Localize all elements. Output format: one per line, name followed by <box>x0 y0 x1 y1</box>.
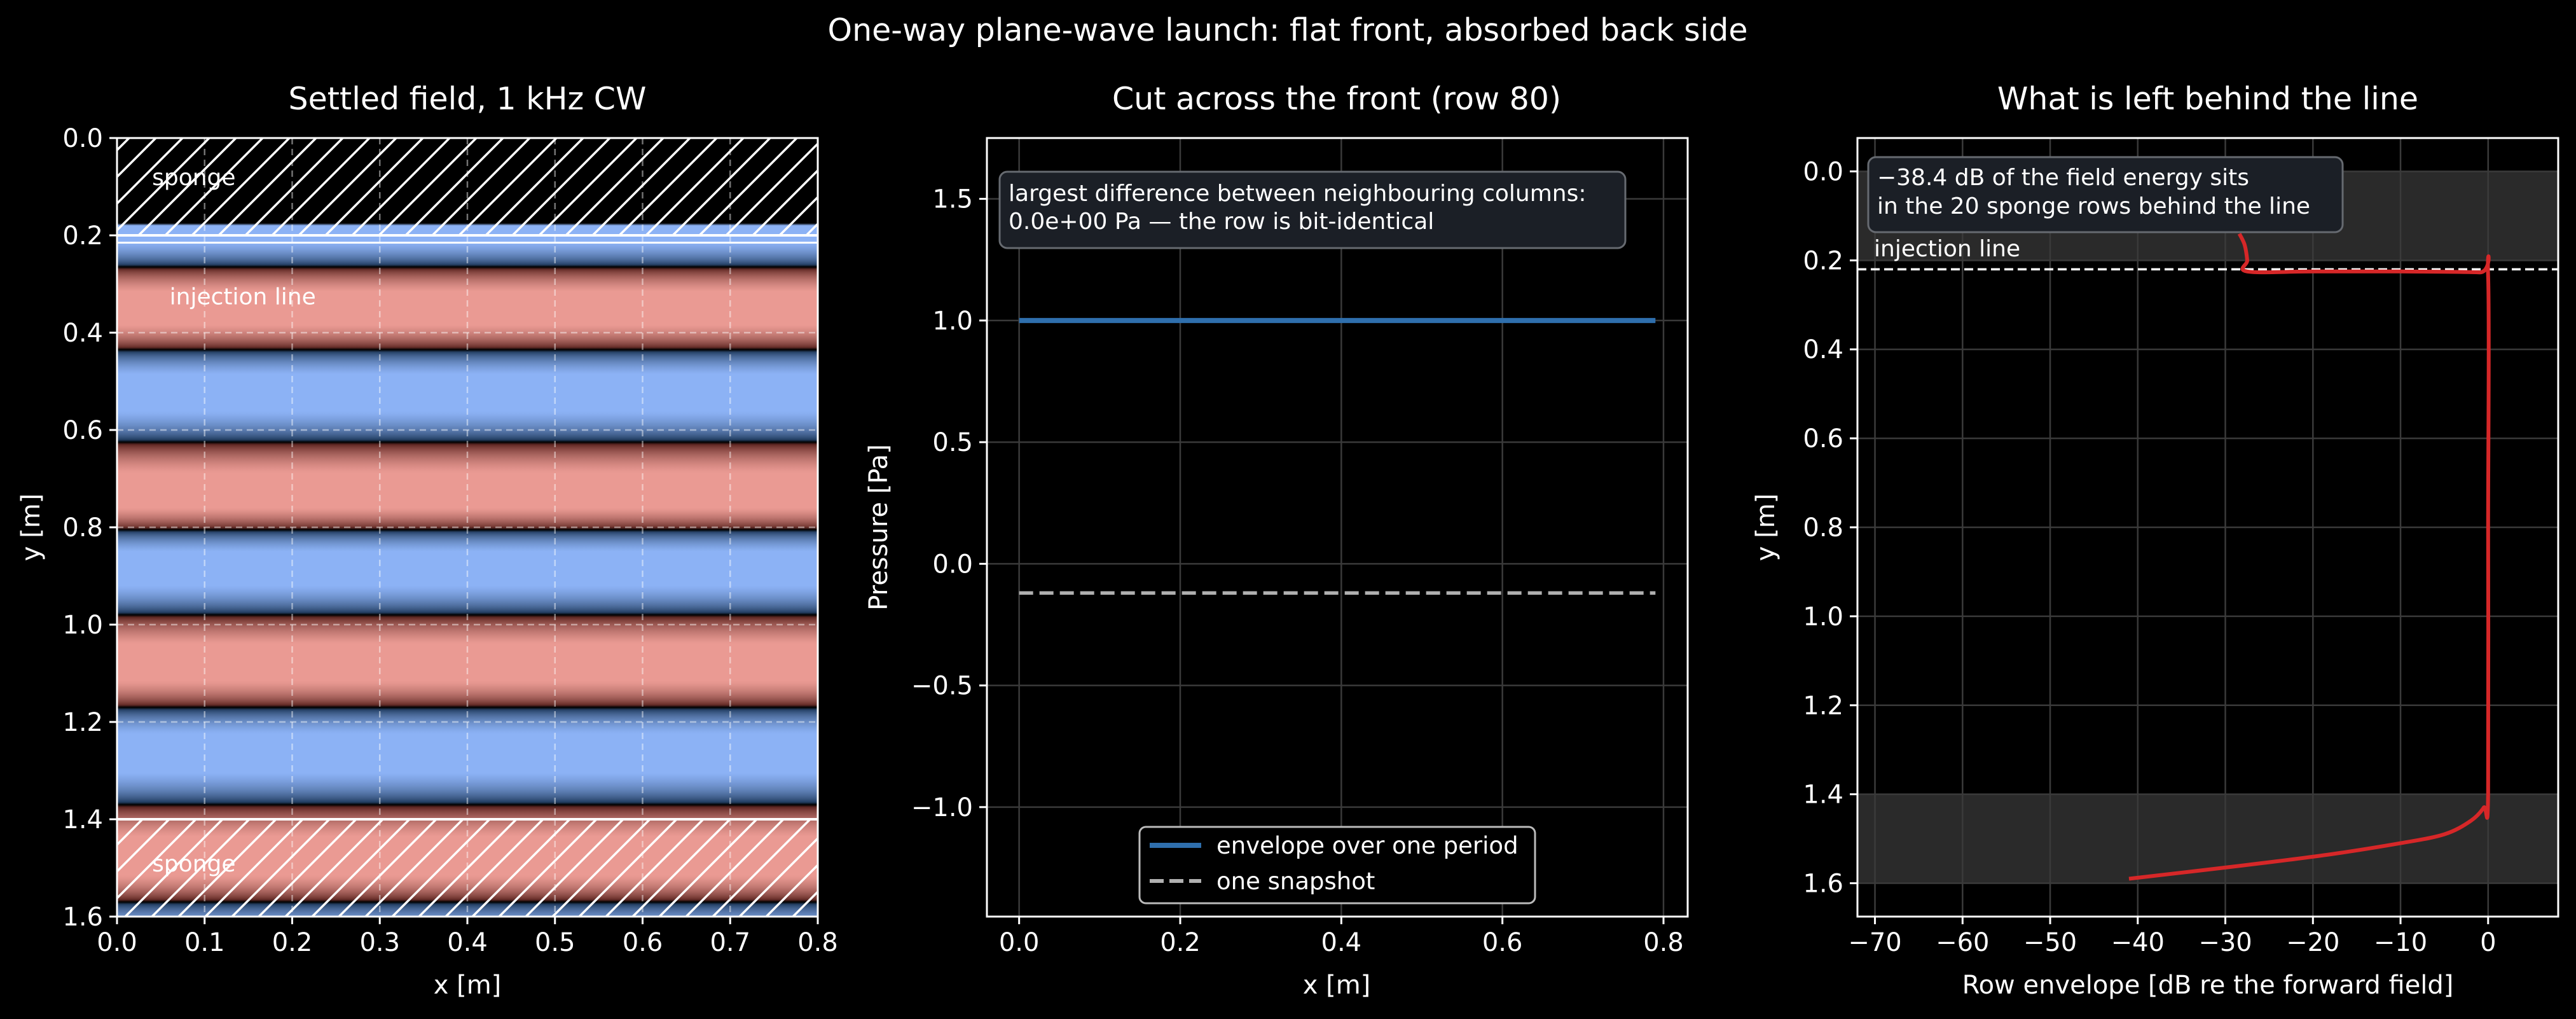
y-tick-label: −1.0 <box>911 793 973 822</box>
y-tick-label: 0.0 <box>932 550 973 579</box>
panel-2-grid <box>987 138 1688 917</box>
panel-2-frame <box>986 137 1689 918</box>
panel-2-ticks: 0.0 0.2 0.4 0.6 0.8 1.5 1.0 0.5 0.0 −0.5 −1.0 <box>911 185 1684 957</box>
panel-2-annotation-line-1: largest difference between neighbouring … <box>1009 181 1586 207</box>
panel-2-annotation-box: largest difference between neighbouring … <box>998 170 1627 249</box>
panel-2-xlabel: x [m] <box>1303 971 1371 1000</box>
y-tick-label: 1.0 <box>1803 602 1843 632</box>
x-tick-label: 0.6 <box>1482 928 1523 957</box>
x-tick-label: 0.8 <box>797 928 838 957</box>
panel-2-series <box>1019 317 1656 595</box>
panel-1-annotation-1: sponge <box>152 165 235 191</box>
x-tick-label: 0.7 <box>710 928 750 957</box>
x-tick-label: 0 <box>2480 928 2496 957</box>
y-tick-label: 0.8 <box>1803 513 1843 543</box>
y-tick-label: 0.2 <box>1803 246 1843 275</box>
y-tick-label: 1.2 <box>1803 691 1843 721</box>
panel-behind-line: What is left behind the line −70 −60 −50 −4… <box>1751 81 2559 1000</box>
x-tick-label: −60 <box>1936 928 1989 957</box>
panel-1-ticks: 0.0 0.1 0.2 0.3 0.4 0.5 0.6 0.7 0.8 0.0 0.2 0.4 0.6 0… <box>62 124 837 957</box>
y-tick-label: 1.0 <box>62 611 103 640</box>
panel-2-legend: envelope over one period one snapshot <box>1138 826 1536 905</box>
x-tick-label: −40 <box>2111 928 2165 957</box>
panel-1-xlabel: x [m] <box>434 971 502 1000</box>
y-tick-label: 0.4 <box>1803 335 1843 364</box>
x-tick-label: 0.0 <box>999 928 1040 957</box>
wave-field <box>117 138 818 917</box>
x-tick-label: 0.4 <box>447 928 488 957</box>
y-tick-label: 0.8 <box>62 513 103 543</box>
panel-3-annotation-line-2: in the 20 sponge rows behind the line <box>1877 193 2310 219</box>
y-tick-label: 0.0 <box>62 124 103 153</box>
y-tick-label: 1.2 <box>62 708 103 737</box>
x-tick-label: 0.8 <box>1643 928 1684 957</box>
x-tick-label: −10 <box>2374 928 2427 957</box>
y-tick-label: 0.2 <box>62 221 103 251</box>
x-tick-label: 0.2 <box>1160 928 1201 957</box>
sponge-bottom-hatch <box>117 819 818 917</box>
y-tick-label: 0.0 <box>1803 157 1843 186</box>
panel-3-ylabel: y [m] <box>1751 494 1780 562</box>
y-tick-label: 0.4 <box>62 319 103 348</box>
panel-1-ylabel: y [m] <box>17 494 46 562</box>
x-tick-label: −70 <box>1848 928 1901 957</box>
panel-3-ticks: −70 −60 −50 −40 −30 −20 −10 0 0.0 0.2 0.4 0.6 0.8 1.0… <box>1803 157 2496 957</box>
row-envelope-curve <box>2128 233 2491 881</box>
figure-title: One-way plane-wave launch: flat front, a… <box>828 12 1748 48</box>
panel-2-annotation-line-2: 0.0e+00 Pa — the row is bit-identical <box>1009 209 1434 235</box>
x-tick-label: 0.0 <box>97 928 137 957</box>
panel-1-annotations: sponge injection line sponge <box>152 165 316 877</box>
panel-field-map: Settled field, 1 kHz CW sponge injection … <box>17 81 838 1000</box>
legend-snapshot-label: one snapshot <box>1216 868 1375 895</box>
y-tick-label: 1.4 <box>1803 780 1843 810</box>
y-tick-label: 1.4 <box>62 805 103 835</box>
panel-1-annotation-2: injection line <box>170 284 316 310</box>
panel-3-title: What is left behind the line <box>1997 81 2418 117</box>
x-tick-label: 0.2 <box>272 928 313 957</box>
y-tick-label: 0.5 <box>932 428 973 457</box>
x-tick-label: −20 <box>2286 928 2339 957</box>
injection-line-label: injection line <box>1874 236 2020 262</box>
y-tick-label: 1.6 <box>62 903 103 932</box>
x-tick-label: 0.1 <box>184 928 225 957</box>
panel-3-annotation-box: −38.4 dB of the field energy sits in the… <box>1867 156 2344 233</box>
panel-1-annotation-3: sponge <box>152 851 235 877</box>
x-tick-label: 0.6 <box>623 928 663 957</box>
x-tick-label: −50 <box>2023 928 2077 957</box>
x-tick-label: −30 <box>2198 928 2252 957</box>
panel-1-title: Settled field, 1 kHz CW <box>289 81 647 117</box>
panel-2-title: Cut across the front (row 80) <box>1112 81 1561 117</box>
x-tick-label: 0.4 <box>1321 928 1362 957</box>
y-tick-label: 1.6 <box>1803 870 1843 899</box>
legend-envelope-label: envelope over one period <box>1216 832 1519 859</box>
y-tick-label: 1.0 <box>932 307 973 336</box>
y-tick-label: 0.6 <box>62 416 103 445</box>
x-tick-label: 0.5 <box>535 928 575 957</box>
y-tick-label: −0.5 <box>911 672 973 701</box>
x-tick-label: 0.3 <box>359 928 400 957</box>
y-tick-label: 0.6 <box>1803 424 1843 454</box>
panel-3-annotation-line-1: −38.4 dB of the field energy sits <box>1877 165 2249 191</box>
panel-2-ylabel: Pressure [Pa] <box>864 444 893 611</box>
panel-front-cut: Cut across the front (row 80) 0.0 0.2 0.4 0… <box>864 81 1689 1000</box>
y-tick-label: 1.5 <box>932 185 973 214</box>
sponge-top-hatch <box>117 138 818 235</box>
panel-3-xlabel: Row envelope [dB re the forward field] <box>1962 971 2454 1000</box>
